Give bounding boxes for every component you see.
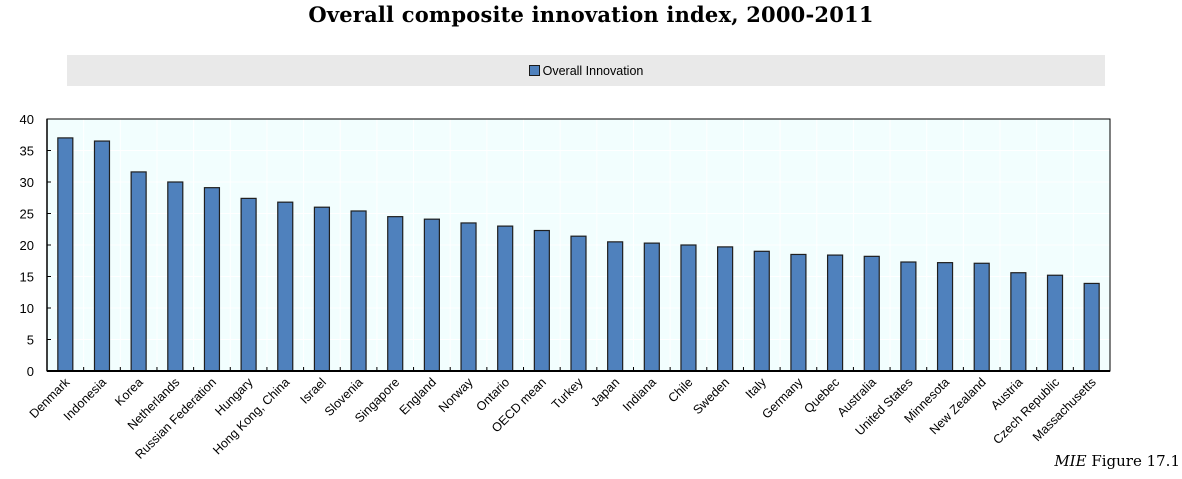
bar — [717, 246, 734, 372]
y-tick-label: 35 — [20, 144, 34, 159]
bar — [167, 181, 184, 372]
bar — [936, 262, 954, 372]
legend-label: Overall Innovation — [542, 63, 644, 78]
bar — [240, 197, 257, 372]
bar — [497, 225, 514, 372]
axes — [46, 118, 1111, 372]
bar — [387, 216, 404, 372]
bar — [277, 201, 294, 372]
figure-caption: MIE Figure 17.1 — [1054, 452, 1180, 470]
x-tick-label: England — [397, 375, 439, 417]
legend-swatch — [528, 65, 540, 76]
x-tick-label: Turkey — [549, 375, 586, 412]
bar — [863, 255, 880, 372]
y-tick-label: 5 — [27, 333, 34, 348]
x-tick-label: Sweden — [690, 375, 732, 417]
x-tick-label: Chile — [666, 375, 696, 405]
bar — [1010, 272, 1027, 372]
bar — [1046, 274, 1064, 372]
x-tick-label: Germany — [759, 375, 806, 422]
y-tick-label: 40 — [20, 112, 34, 127]
x-tick-label: Massachusetts — [1030, 375, 1099, 444]
bar — [313, 206, 331, 372]
bar — [423, 218, 440, 372]
bar — [753, 250, 770, 372]
legend-item: Overall Innovation — [528, 63, 644, 78]
x-tick-label: Israel — [298, 375, 330, 407]
y-tick-labels: 0 5 10 15 20 25 30 35 40 — [20, 112, 34, 379]
bar — [460, 222, 477, 372]
chart-title: Overall composite innovation index, 2000… — [308, 2, 874, 27]
bar — [130, 171, 147, 372]
bar — [93, 140, 111, 372]
y-tick-label: 25 — [20, 207, 34, 222]
x-tick-label: Italy — [743, 375, 770, 402]
y-tick-label: 30 — [20, 175, 34, 190]
y-tick-label: 20 — [20, 238, 34, 253]
x-tick-label: Japan — [588, 375, 622, 409]
x-tick-label: Korea — [112, 375, 146, 409]
caption-source: MIE — [1054, 452, 1087, 470]
bar — [57, 137, 74, 372]
bar — [570, 235, 587, 372]
y-tick-label: 15 — [20, 270, 34, 285]
y-tick-label: 0 — [27, 364, 34, 379]
caption-figure-number: Figure 17.1 — [1086, 452, 1180, 470]
bar — [350, 210, 367, 372]
bar — [607, 241, 624, 372]
bar — [826, 254, 844, 372]
bar — [790, 253, 807, 372]
x-tick-label: Indiana — [620, 375, 659, 414]
bar — [973, 262, 990, 372]
x-tick-label: Czech Republic — [990, 375, 1062, 447]
bar — [643, 242, 660, 372]
legend: Overall Innovation — [67, 55, 1105, 86]
bar — [900, 261, 917, 372]
bar — [1083, 282, 1100, 372]
y-tick-label: 10 — [20, 301, 34, 316]
bar — [680, 244, 697, 372]
x-tick-label: Norway — [436, 375, 476, 415]
bar — [533, 229, 550, 372]
bar — [203, 187, 221, 372]
